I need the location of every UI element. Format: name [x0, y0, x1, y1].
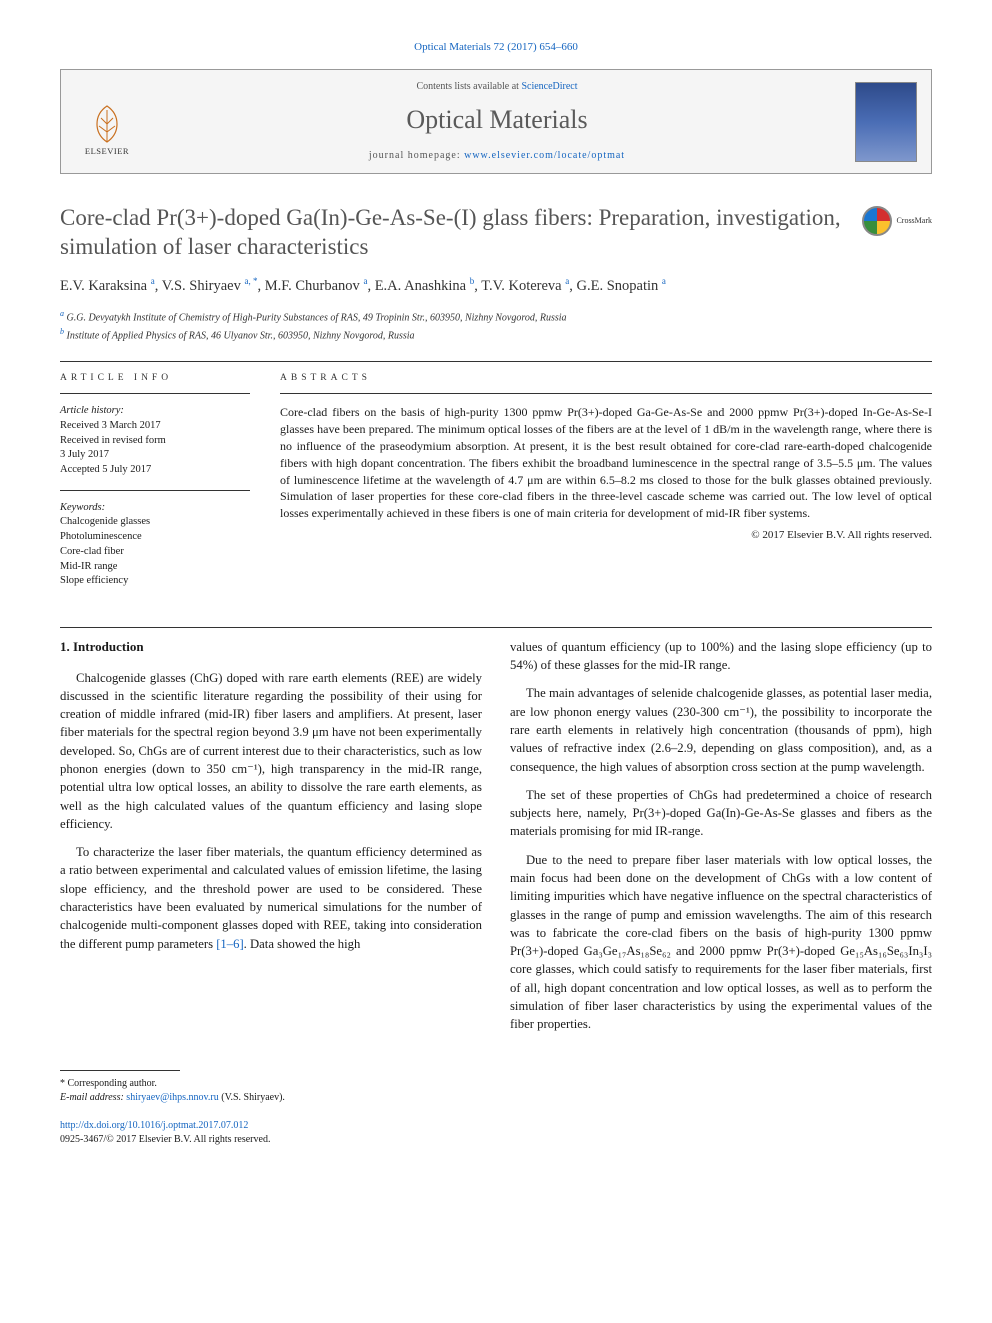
sciencedirect-link[interactable]: ScienceDirect — [521, 81, 577, 92]
journal-name: Optical Materials — [153, 102, 841, 138]
contents-prefix: Contents lists available at — [416, 81, 521, 92]
divider — [60, 393, 250, 394]
authors-line: E.V. Karaksina a, V.S. Shiryaev a, *, M.… — [60, 275, 932, 296]
history-label: Article history: — [60, 404, 250, 419]
history-line: 3 July 2017 — [60, 448, 250, 463]
history-line: Accepted 5 July 2017 — [60, 463, 250, 478]
doi-block: http://dx.doi.org/10.1016/j.optmat.2017.… — [60, 1119, 932, 1147]
keywords-block: Keywords: Chalcogenide glassesPhotolumin… — [60, 501, 250, 589]
title-text: Core-clad Pr(3+)-doped Ga(In)-Ge-As-Se-(… — [60, 205, 841, 259]
history-line: Received 3 March 2017 — [60, 419, 250, 434]
article-info-label: ARTICLE INFO — [60, 372, 250, 385]
doi-link[interactable]: http://dx.doi.org/10.1016/j.optmat.2017.… — [60, 1120, 248, 1131]
contents-line: Contents lists available at ScienceDirec… — [153, 80, 841, 94]
body-paragraph: The main advantages of selenide chalcoge… — [510, 684, 932, 775]
divider — [60, 627, 932, 628]
corresponding-author: * Corresponding author. — [60, 1077, 932, 1091]
keyword: Photoluminescence — [60, 530, 250, 545]
article-title: Core-clad Pr(3+)-doped Ga(In)-Ge-As-Se-(… — [60, 204, 932, 262]
affiliation-line: b Institute of Applied Physics of RAS, 4… — [60, 326, 932, 343]
keywords-label: Keywords: — [60, 501, 250, 516]
affiliation-line: a G.G. Devyatykh Institute of Chemistry … — [60, 308, 932, 325]
divider — [280, 393, 932, 394]
body-paragraph: Chalcogenide glasses (ChG) doped with ra… — [60, 669, 482, 834]
crossmark-icon — [862, 206, 892, 236]
history-line: Received in revised form — [60, 434, 250, 449]
keyword: Chalcogenide glasses — [60, 515, 250, 530]
citation-line: Optical Materials 72 (2017) 654–660 — [60, 40, 932, 55]
body-paragraph: To characterize the laser fiber material… — [60, 843, 482, 953]
journal-header: ELSEVIER Contents lists available at Sci… — [60, 69, 932, 173]
body-paragraph: The set of these properties of ChGs had … — [510, 786, 932, 841]
homepage-line: journal homepage: www.elsevier.com/locat… — [153, 149, 841, 163]
abstract-copyright: © 2017 Elsevier B.V. All rights reserved… — [280, 528, 932, 543]
right-column: values of quantum efficiency (up to 100%… — [510, 638, 932, 1044]
email-link[interactable]: shiryaev@ihps.nnov.ru — [126, 1092, 218, 1103]
email-attribution: (V.S. Shiryaev). — [219, 1092, 285, 1103]
elsevier-tree-icon — [87, 102, 127, 146]
page: Optical Materials 72 (2017) 654–660 ELSE… — [0, 0, 992, 1187]
left-column: 1. Introduction Chalcogenide glasses (Ch… — [60, 638, 482, 1044]
body-paragraph: Due to the need to prepare fiber laser m… — [510, 851, 932, 1034]
divider — [60, 490, 250, 491]
abstract-label: ABSTRACTS — [280, 372, 932, 385]
journal-cover-thumbnail — [855, 82, 917, 162]
ref-link[interactable]: [1–6] — [216, 937, 243, 951]
body-paragraph: values of quantum efficiency (up to 100%… — [510, 638, 932, 675]
abstract-text: Core-clad fibers on the basis of high-pu… — [280, 404, 932, 522]
homepage-link[interactable]: www.elsevier.com/locate/optmat — [464, 150, 625, 161]
email-line: E-mail address: shiryaev@ihps.nnov.ru (V… — [60, 1091, 932, 1105]
keyword: Core-clad fiber — [60, 545, 250, 560]
affiliations: a G.G. Devyatykh Institute of Chemistry … — [60, 308, 932, 343]
elsevier-text: ELSEVIER — [85, 146, 129, 158]
footnote-rule — [60, 1070, 180, 1071]
email-label: E-mail address: — [60, 1092, 126, 1103]
abstract-column: ABSTRACTS Core-clad fibers on the basis … — [280, 372, 932, 601]
elsevier-logo: ELSEVIER — [75, 86, 139, 158]
footer: * Corresponding author. E-mail address: … — [60, 1070, 932, 1147]
keyword: Mid-IR range — [60, 560, 250, 575]
history-block: Article history: Received 3 March 2017Re… — [60, 404, 250, 477]
keyword: Slope efficiency — [60, 574, 250, 589]
crossmark-label: CrossMark — [896, 216, 932, 226]
body-columns: 1. Introduction Chalcogenide glasses (Ch… — [60, 638, 932, 1044]
divider — [60, 361, 932, 362]
article-info-column: ARTICLE INFO Article history: Received 3… — [60, 372, 250, 601]
section-heading: 1. Introduction — [60, 638, 482, 657]
info-abstract-row: ARTICLE INFO Article history: Received 3… — [60, 372, 932, 601]
crossmark-badge[interactable]: CrossMark — [862, 206, 932, 236]
issn-copyright: 0925-3467/© 2017 Elsevier B.V. All right… — [60, 1133, 932, 1147]
header-center: Contents lists available at ScienceDirec… — [153, 80, 841, 162]
homepage-prefix: journal homepage: — [369, 150, 464, 161]
